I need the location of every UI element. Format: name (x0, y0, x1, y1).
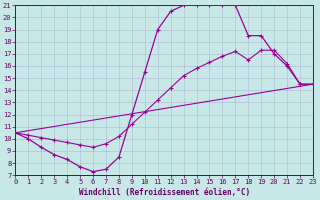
X-axis label: Windchill (Refroidissement éolien,°C): Windchill (Refroidissement éolien,°C) (79, 188, 250, 197)
